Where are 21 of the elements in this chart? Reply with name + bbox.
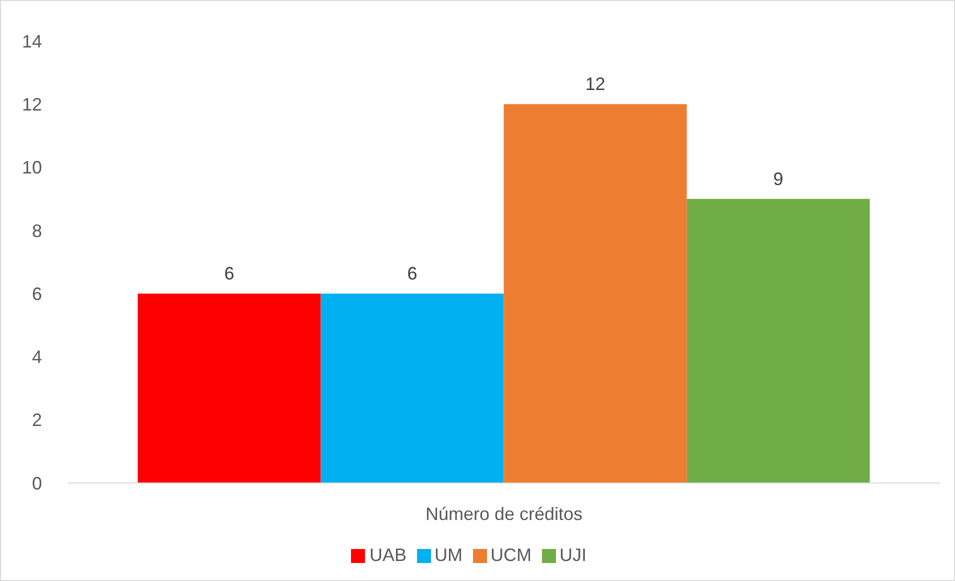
bar	[320, 294, 504, 483]
data-label: 12	[585, 74, 606, 94]
y-tick-label: 12	[22, 94, 42, 115]
y-tick-label: 14	[22, 31, 42, 52]
y-tick-label: 0	[32, 473, 42, 494]
y-tick-label: 4	[32, 347, 42, 368]
x-tick-label: Número de créditos	[425, 504, 583, 524]
bar	[138, 294, 321, 483]
y-tick-label: 2	[32, 410, 42, 430]
y-tick-label: 6	[32, 284, 42, 304]
y-tick-label: 10	[22, 158, 42, 178]
y-tick-label: 8	[32, 220, 42, 241]
legend-label: UAB	[369, 545, 406, 565]
legend-label: UM	[434, 545, 462, 565]
legend-label: UCM	[490, 545, 532, 565]
data-label: 6	[224, 264, 234, 284]
legend-label: UJI	[560, 545, 586, 565]
data-label: 6	[407, 264, 418, 284]
data-label: 9	[773, 168, 784, 189]
bar	[686, 198, 870, 483]
bar	[504, 104, 687, 483]
